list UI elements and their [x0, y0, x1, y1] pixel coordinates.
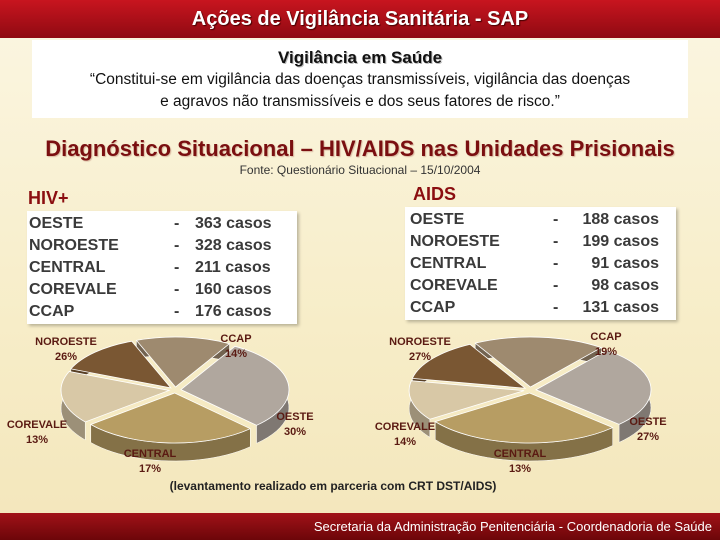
pie-percent-label: 19%	[595, 346, 617, 358]
pie-percent-label: 14%	[225, 348, 247, 360]
pie-slice-noroeste	[89, 392, 252, 444]
hiv-cases: 211 casos	[195, 259, 271, 276]
hiv-cases-list: OESTE NOROESTE CENTRAL COREVALE CCAP - -…	[27, 211, 297, 324]
pie-slice-noroeste	[434, 392, 614, 444]
pie-percent-label: 17%	[139, 463, 161, 475]
pie-percent-label: 30%	[284, 426, 306, 438]
pie-category-label: CCAP	[220, 333, 251, 345]
pie-category-label: COREVALE	[7, 419, 67, 431]
pie-slice-central	[408, 380, 525, 420]
pie-category-label: CENTRAL	[494, 448, 547, 460]
pie-slice-ccap	[474, 336, 603, 388]
aids-region: CENTRAL	[410, 255, 487, 272]
pie-percent-label: 26%	[55, 351, 77, 363]
definition-text-line-2: e agravos não transmissíveis e dos seus …	[160, 93, 560, 110]
aids-region: OESTE	[410, 211, 465, 228]
pie-percent-label: 13%	[26, 434, 48, 446]
aids-cases: 199 casos	[582, 233, 659, 250]
hiv-dash: -	[174, 281, 180, 298]
aids-section-title: AIDS	[413, 184, 457, 204]
hiv-cases: 160 casos	[195, 281, 272, 298]
diagnostic-title: Diagnóstico Situacional – HIV/AIDS nas U…	[45, 136, 675, 161]
aids-region: CCAP	[410, 299, 456, 316]
pie-slice-oeste	[180, 345, 290, 426]
pie-category-label: OESTE	[276, 411, 313, 423]
aids-cases: 131 casos	[582, 299, 659, 316]
hiv-cases: 328 casos	[195, 237, 272, 254]
definition-title: Vigilância em Saúde	[277, 48, 443, 67]
aids-cases: 98 casos	[591, 277, 659, 294]
aids-dash: -	[553, 277, 559, 294]
pie-category-label: CCAP	[590, 331, 621, 343]
hiv-region: NOROESTE	[29, 237, 119, 254]
pie-category-label: OESTE	[629, 416, 666, 428]
aids-dash: -	[553, 255, 559, 272]
aids-dash: -	[553, 211, 559, 228]
pie-slice-oeste	[535, 349, 652, 425]
partnership-note: (levantamento realizado em parceria com …	[169, 479, 497, 493]
page-header: Ações de Vigilância Sanitária - SAP	[0, 0, 720, 38]
hiv-cases: 363 casos	[195, 215, 272, 232]
pie-slice-central	[60, 371, 171, 423]
pie-slice-corevale	[411, 343, 527, 389]
aids-region: COREVALE	[410, 277, 498, 294]
hiv-region: OESTE	[29, 215, 84, 232]
hiv-region: CENTRAL	[29, 259, 106, 276]
hiv-section-title: HIV+	[28, 188, 69, 208]
pie-category-label: COREVALE	[375, 421, 435, 433]
pie-chart-2: OESTE 27% NOROESTE 27% CENTRAL 13% COREVALE 14%…	[375, 331, 667, 475]
hiv-dash: -	[174, 237, 180, 254]
definition-text-line-1: “Constitui-se em vigilância das doenças …	[89, 71, 631, 88]
aids-cases-list: OESTE NOROESTE CENTRAL COREVALE CCAP - -…	[405, 207, 676, 320]
pie-percent-label: 14%	[394, 436, 416, 448]
hiv-dash: -	[174, 303, 180, 320]
definition-box: Vigilância em Saúde “Constitui-se em vig…	[32, 40, 688, 118]
pie-slice-corevale	[70, 340, 172, 389]
pie-category-label: CENTRAL	[124, 448, 177, 460]
pie-chart-1: OESTE 30% NOROESTE 26% CENTRAL 17% COREVALE 13%…	[7, 333, 314, 475]
aids-region: NOROESTE	[410, 233, 500, 250]
pie-category-label: NOROESTE	[35, 336, 97, 348]
page-footer: Secretaria da Administração Penitenciári…	[0, 513, 720, 540]
pie-percent-label: 27%	[637, 431, 659, 443]
pie-percent-label: 27%	[409, 351, 431, 363]
pie-category-label: NOROESTE	[389, 336, 451, 348]
hiv-dash: -	[174, 215, 180, 232]
hiv-dash: -	[174, 259, 180, 276]
hiv-cases: 176 casos	[195, 303, 272, 320]
pie-slice-ccap	[135, 336, 231, 388]
aids-dash: -	[553, 299, 559, 316]
aids-dash: -	[553, 233, 559, 250]
aids-cases: 188 casos	[582, 211, 659, 228]
hiv-region: CCAP	[29, 303, 75, 320]
pie-percent-label: 13%	[509, 463, 531, 475]
source-note: Fonte: Questionário Situacional – 15/10/…	[239, 163, 481, 177]
hiv-region: COREVALE	[29, 281, 117, 298]
aids-cases: 91 casos	[591, 255, 659, 272]
